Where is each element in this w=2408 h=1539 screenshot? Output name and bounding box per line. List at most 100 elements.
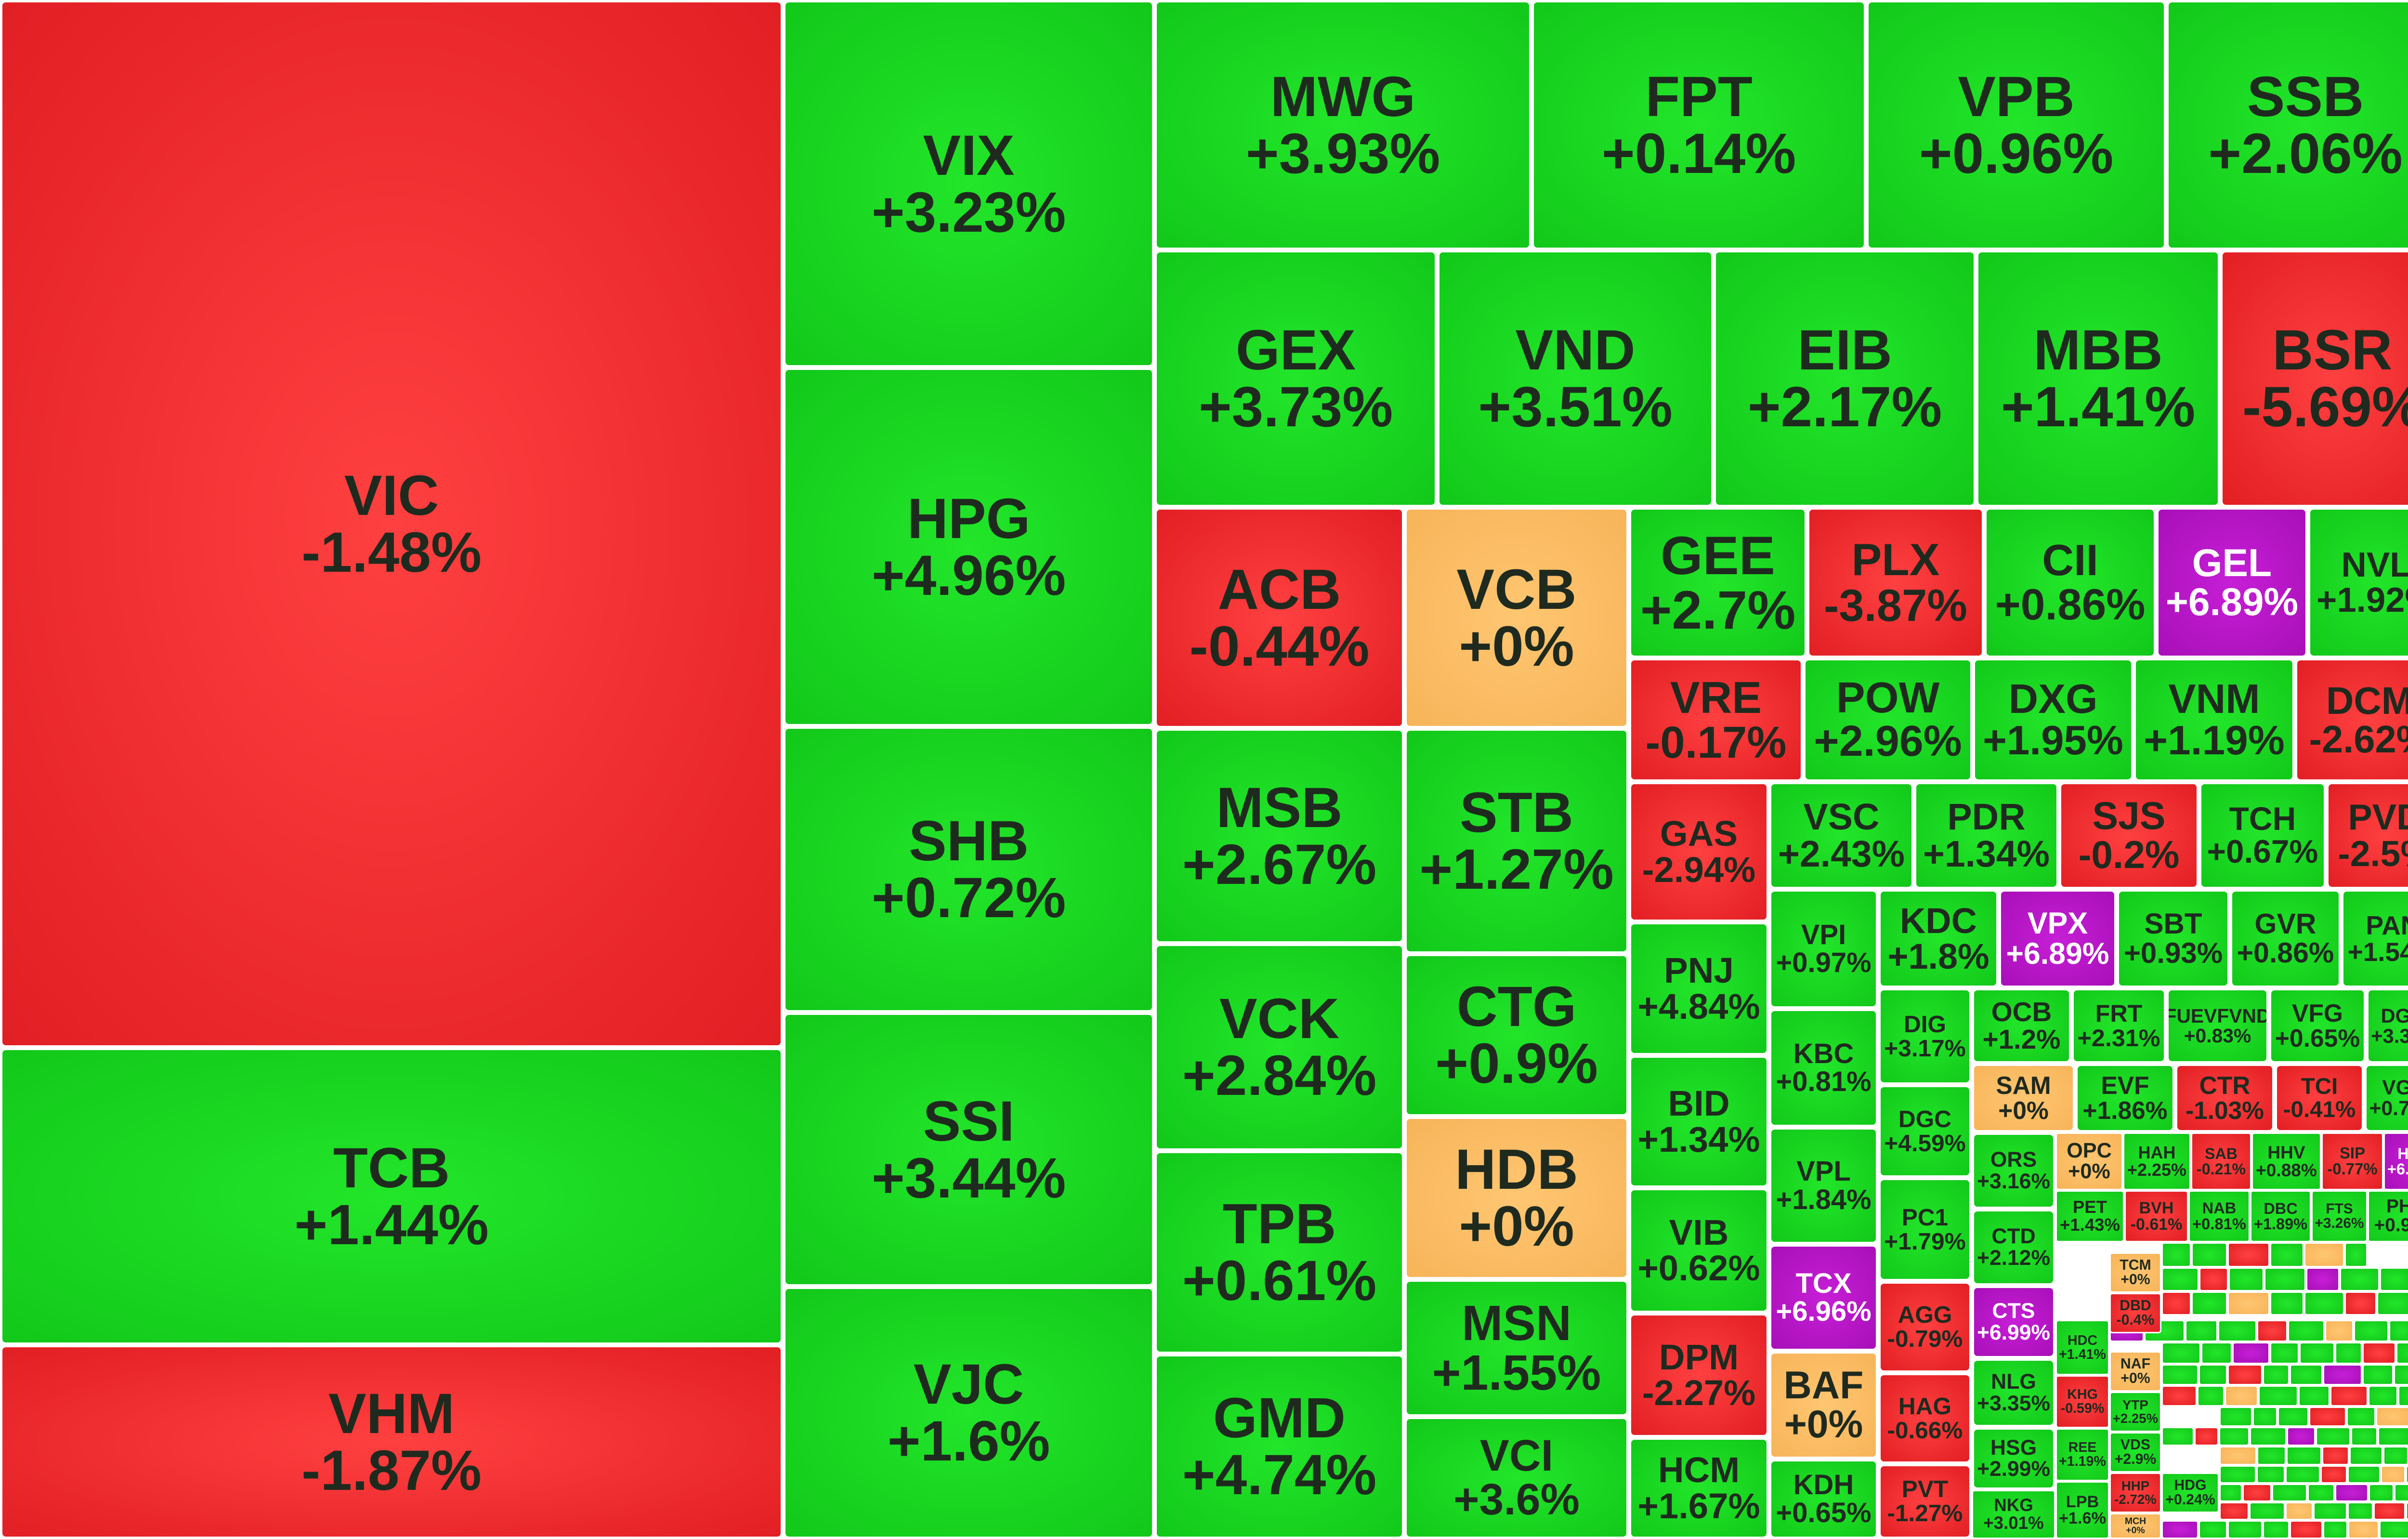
heatmap-tile-ytp[interactable]: YTP +2.25% — [2109, 1392, 2161, 1432]
heatmap-tile-small[interactable] — [2313, 1502, 2347, 1520]
heatmap-tile-ocb[interactable]: OCB +1.2% — [1972, 988, 2071, 1064]
heatmap-tile-bsr[interactable]: BSR -5.69% — [2220, 250, 2408, 507]
heatmap-tile-small[interactable] — [2258, 1385, 2298, 1407]
heatmap-tile-vpi[interactable]: VPI +0.97% — [1769, 889, 1878, 1009]
heatmap-tile-small[interactable] — [2285, 1502, 2313, 1520]
heatmap-tile-small[interactable] — [2194, 1427, 2219, 1446]
heatmap-tile-tcm[interactable]: TCM +0% — [2109, 1252, 2161, 1293]
heatmap-tile-small[interactable] — [2272, 1484, 2307, 1502]
heatmap-tile-cts[interactable]: CTS +6.99% — [1972, 1286, 2055, 1358]
heatmap-tile-gex[interactable]: GEX +3.73% — [1154, 250, 1437, 507]
heatmap-tile-small[interactable] — [2344, 1291, 2377, 1315]
heatmap-tile-lpb[interactable]: LPB +1.6% — [2055, 1481, 2109, 1539]
heatmap-tile-acb[interactable]: ACB -0.44% — [1154, 507, 1404, 728]
heatmap-tile-small[interactable] — [2270, 1342, 2299, 1364]
heatmap-tile-tch[interactable]: TCH +0.67% — [2199, 782, 2326, 889]
heatmap-tile-small[interactable] — [2219, 1407, 2252, 1427]
heatmap-tile-agg[interactable]: AGG -0.79% — [1878, 1281, 1972, 1373]
heatmap-tile-small[interactable] — [2199, 1267, 2228, 1291]
heatmap-tile-small[interactable] — [2389, 1320, 2408, 1342]
heatmap-tile-opc[interactable]: OPC +0% — [2055, 1132, 2123, 1190]
heatmap-tile-vib[interactable]: VIB +0.62% — [1629, 1188, 1769, 1313]
heatmap-tile-evf[interactable]: EVF +1.86% — [2075, 1064, 2175, 1132]
heatmap-tile-cii[interactable]: CII +0.86% — [1984, 507, 2156, 658]
heatmap-tile-small[interactable] — [2376, 1407, 2408, 1427]
heatmap-tile-fpt[interactable]: FPT +0.14% — [1531, 0, 1866, 250]
heatmap-tile-gee[interactable]: GEE +2.7% — [1629, 507, 1807, 658]
heatmap-tile-small[interactable] — [2320, 1465, 2347, 1484]
heatmap-tile-small[interactable] — [2340, 1267, 2380, 1291]
heatmap-tile-small[interactable] — [2323, 1364, 2362, 1385]
heatmap-tile-msb[interactable]: MSB +2.67% — [1154, 728, 1404, 944]
heatmap-tile-vic[interactable]: VIC -1.48% — [0, 0, 783, 1048]
heatmap-tile-hvn[interactable]: HVN+6.86% — [2383, 1132, 2408, 1190]
heatmap-tile-vjc[interactable]: VJC +1.6% — [783, 1287, 1154, 1539]
heatmap-tile-frt[interactable]: FRT +2.31% — [2071, 988, 2166, 1064]
heatmap-tile-hdc[interactable]: HDC +1.41% — [2055, 1320, 2109, 1375]
heatmap-tile-gas[interactable]: GAS -2.94% — [1629, 782, 1769, 922]
heatmap-tile-khg[interactable]: KHG -0.59% — [2055, 1375, 2109, 1428]
heatmap-tile-ctg[interactable]: CTG +0.9% — [1404, 954, 1629, 1117]
heatmap-tile-small[interactable] — [2161, 1385, 2197, 1407]
heatmap-tile-small[interactable] — [2219, 1484, 2242, 1502]
heatmap-tile-small[interactable] — [2368, 1385, 2398, 1407]
heatmap-tile-plx[interactable]: PLX -3.87% — [1807, 507, 1984, 658]
heatmap-tile-pvt[interactable]: PVT -1.27% — [1878, 1464, 1972, 1539]
heatmap-tile-hcm[interactable]: HCM +1.67% — [1629, 1437, 1769, 1539]
heatmap-tile-small[interactable] — [2309, 1407, 2346, 1427]
heatmap-tile-fuevfvnd[interactable]: FUEVFVND +0.83% — [2166, 988, 2269, 1064]
heatmap-tile-bvh[interactable]: BVH -0.61% — [2124, 1190, 2188, 1242]
heatmap-tile-small[interactable] — [2225, 1385, 2258, 1407]
heatmap-tile-small[interactable] — [2316, 1427, 2351, 1446]
heatmap-tile-pdr[interactable]: PDR +1.34% — [1914, 782, 2059, 889]
heatmap-tile-small[interactable] — [2250, 1427, 2287, 1446]
heatmap-tile-vnd[interactable]: VND +3.51% — [1437, 250, 1714, 507]
heatmap-tile-small[interactable] — [2252, 1407, 2277, 1427]
heatmap-tile-small[interactable] — [2161, 1267, 2199, 1291]
heatmap-tile-small[interactable] — [2347, 1502, 2373, 1520]
heatmap-tile-small[interactable] — [2299, 1342, 2335, 1364]
heatmap-tile-pan[interactable]: PAN+1.54% — [2341, 889, 2408, 988]
heatmap-tile-phr[interactable]: PHR+0.94% — [2368, 1190, 2408, 1242]
heatmap-tile-kbc[interactable]: KBC +0.81% — [1769, 1009, 1878, 1127]
heatmap-tile-stb[interactable]: STB +1.27% — [1404, 728, 1629, 954]
heatmap-tile-sbt[interactable]: SBT +0.93% — [2117, 889, 2230, 988]
heatmap-tile-kdh[interactable]: KDH +0.65% — [1769, 1459, 1878, 1539]
heatmap-tile-sip[interactable]: SIP -0.77% — [2321, 1132, 2383, 1190]
heatmap-tile-small[interactable] — [2383, 1446, 2408, 1465]
heatmap-tile-vpb[interactable]: VPB +0.96% — [1866, 0, 2166, 250]
heatmap-tile-small[interactable] — [2335, 1342, 2362, 1364]
heatmap-tile-small[interactable] — [2161, 1242, 2191, 1267]
heatmap-tile-vci[interactable]: VCI +3.6% — [1404, 1417, 1629, 1539]
heatmap-tile-small[interactable] — [2354, 1320, 2389, 1342]
heatmap-tile-small[interactable] — [2161, 1427, 2194, 1446]
heatmap-tile-ree[interactable]: REE +1.19% — [2055, 1428, 2109, 1481]
heatmap-tile-small[interactable] — [2349, 1446, 2383, 1465]
heatmap-tile-small[interactable] — [2394, 1484, 2408, 1502]
heatmap-tile-pet[interactable]: PET +1.43% — [2055, 1190, 2124, 1242]
heatmap-tile-vsc[interactable]: VSC +2.43% — [1769, 782, 1914, 889]
heatmap-tile-small[interactable] — [2344, 1242, 2368, 1267]
heatmap-tile-ors[interactable]: ORS +3.16% — [1972, 1132, 2055, 1209]
heatmap-tile-vds[interactable]: VDS +2.9% — [2109, 1432, 2161, 1473]
heatmap-tile-small[interactable] — [2351, 1427, 2378, 1446]
heatmap-tile-small[interactable] — [2191, 1242, 2227, 1267]
heatmap-tile-small[interactable] — [2306, 1267, 2340, 1291]
heatmap-tile-small[interactable] — [2199, 1364, 2227, 1385]
heatmap-tile-vhm[interactable]: VHM -1.87% — [0, 1345, 783, 1539]
heatmap-tile-small[interactable] — [2304, 1291, 2344, 1315]
heatmap-tile-mch[interactable]: MCH +0% — [2109, 1513, 2161, 1539]
heatmap-tile-bid[interactable]: BID +1.34% — [1629, 1055, 1769, 1188]
heatmap-tile-ssi[interactable]: SSI +3.44% — [783, 1013, 1154, 1287]
heatmap-tile-hdb[interactable]: HDB +0% — [1404, 1117, 1629, 1279]
heatmap-tile-gvr[interactable]: GVR +0.86% — [2230, 889, 2341, 988]
heatmap-tile-hpg[interactable]: HPG +4.96% — [783, 368, 1154, 726]
heatmap-tile-small[interactable] — [2394, 1364, 2408, 1385]
heatmap-tile-gmd[interactable]: GMD +4.74% — [1154, 1354, 1404, 1539]
heatmap-tile-vfg[interactable]: VFG +0.65% — [2269, 988, 2366, 1064]
heatmap-tile-hhp[interactable]: HHP -2.72% — [2109, 1473, 2161, 1513]
heatmap-tile-small[interactable] — [2219, 1465, 2256, 1484]
heatmap-tile-vre[interactable]: VRE -0.17% — [1629, 658, 1803, 782]
heatmap-tile-small[interactable] — [2227, 1291, 2270, 1315]
heatmap-tile-hdg[interactable]: HDG +0.24% — [2161, 1473, 2219, 1513]
